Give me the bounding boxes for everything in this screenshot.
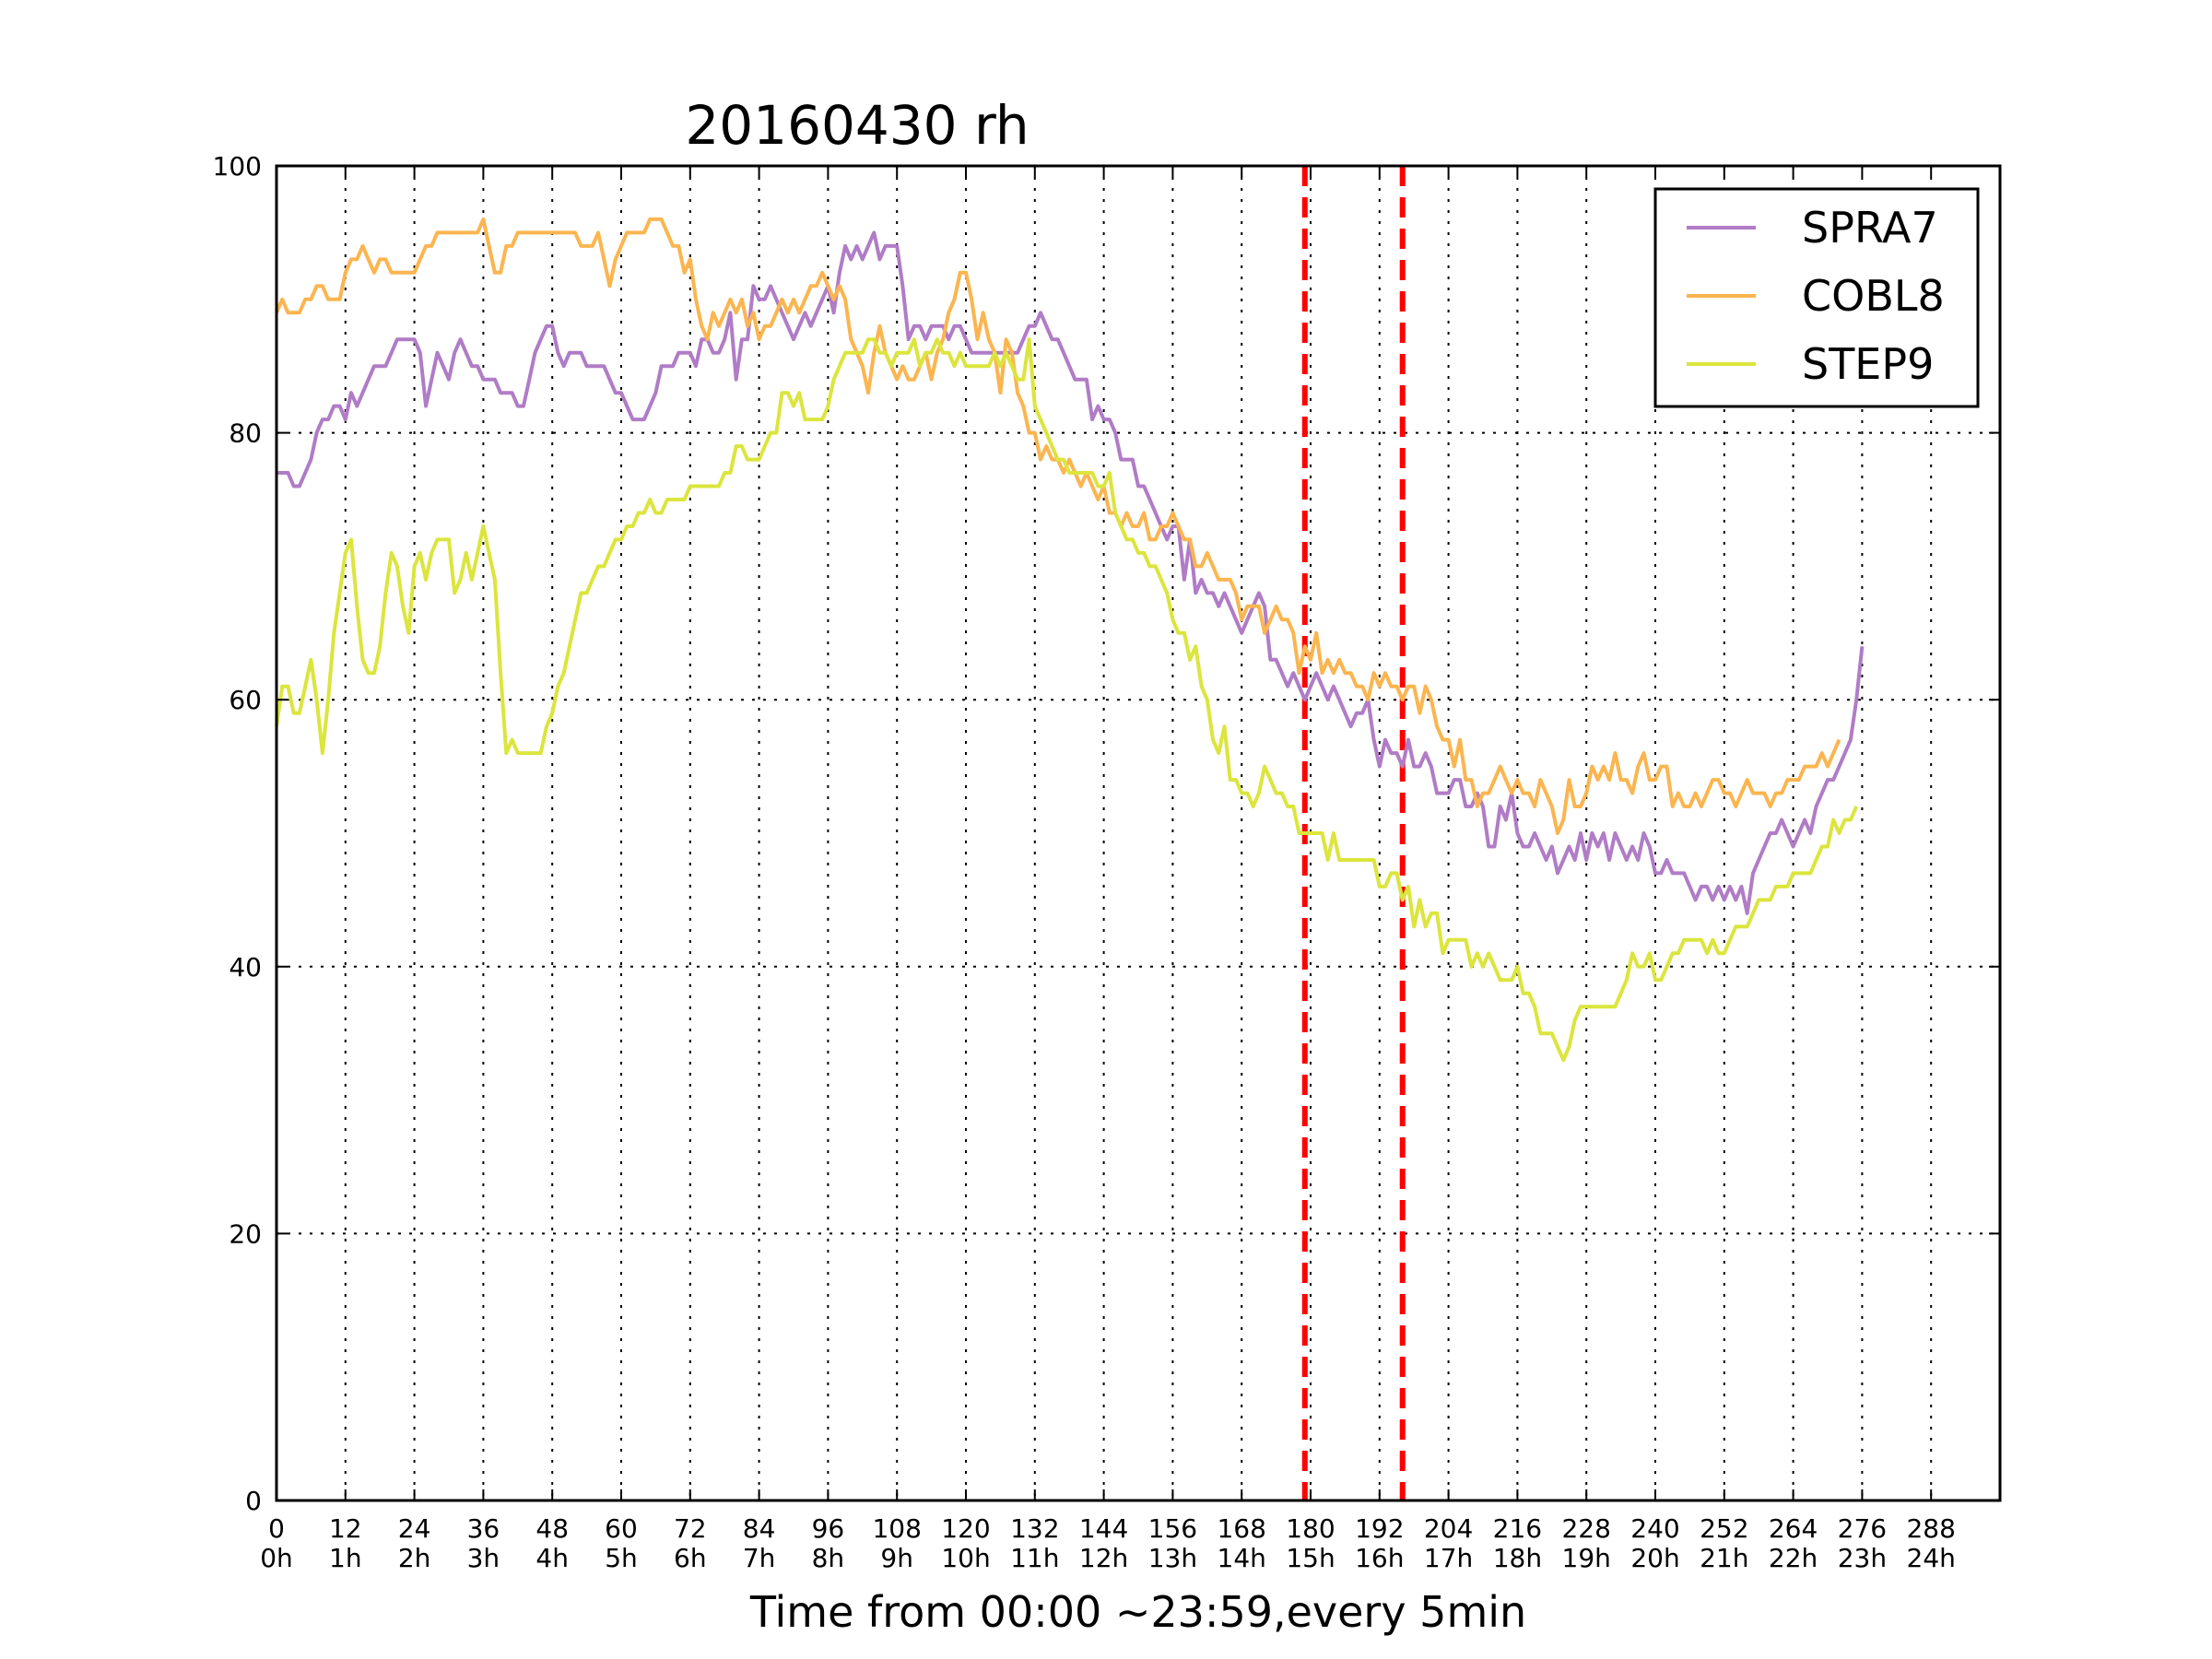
x-tick-label: 24 2h bbox=[398, 1513, 431, 1573]
legend-label-step9: STEP9 bbox=[1802, 339, 1934, 389]
y-tick-label: 80 bbox=[229, 418, 262, 449]
grid bbox=[276, 166, 2000, 1500]
y-tick-label: 40 bbox=[229, 952, 262, 982]
y-tick-label: 20 bbox=[229, 1218, 262, 1249]
x-tick-label: 204 17h bbox=[1424, 1513, 1473, 1573]
x-tick-label: 288 24h bbox=[1906, 1513, 1955, 1573]
x-tick-label: 240 20h bbox=[1630, 1513, 1679, 1573]
y-tick-label: 60 bbox=[229, 685, 262, 715]
x-tick-label: 276 23h bbox=[1838, 1513, 1887, 1573]
chart-title: 20160430 rh bbox=[685, 94, 1029, 157]
x-tick-label: 216 18h bbox=[1493, 1513, 1542, 1573]
series-line-step9 bbox=[275, 337, 1859, 1063]
legend-label-spra7: SPRA7 bbox=[1802, 203, 1938, 253]
plot-area-frame bbox=[275, 164, 2002, 1502]
x-tick-label: 180 15h bbox=[1286, 1513, 1335, 1573]
x-tick-label: 228 19h bbox=[1561, 1513, 1610, 1573]
y-tick-label: 0 bbox=[245, 1486, 262, 1516]
x-tick-label: 108 9h bbox=[872, 1513, 921, 1573]
x-tick-label: 264 22h bbox=[1769, 1513, 1818, 1573]
x-tick-label: 252 21h bbox=[1700, 1513, 1748, 1573]
x-tick-label: 156 13h bbox=[1148, 1513, 1197, 1573]
x-tick-label: 36 3h bbox=[467, 1513, 500, 1573]
x-tick-label: 120 10h bbox=[941, 1513, 990, 1573]
legend: SPRA7 COBL8 STEP9 bbox=[1653, 187, 1980, 408]
series-line-spra7 bbox=[276, 230, 1865, 915]
x-tick-label: 132 11h bbox=[1010, 1513, 1059, 1573]
axis-ticks: 0 0h 12 1h 24 2h 36 3h 48 4h 60 5h 72 6h 84 7h 96 8h 108 9h… bbox=[213, 151, 2000, 1573]
series-lines bbox=[275, 217, 1865, 1063]
x-axis-label: Time from 00:00 ~23:59,every 5min bbox=[749, 1587, 1526, 1637]
y-tick-label: 100 bbox=[213, 151, 262, 182]
x-tick-label: 48 4h bbox=[535, 1513, 569, 1573]
series-line-cobl8 bbox=[275, 217, 1841, 835]
x-tick-label: 0 0h bbox=[260, 1513, 293, 1573]
x-tick-label: 60 5h bbox=[605, 1513, 638, 1573]
x-tick-label: 84 7h bbox=[743, 1513, 776, 1573]
x-tick-label: 168 14h bbox=[1217, 1513, 1265, 1573]
x-tick-label: 144 12h bbox=[1079, 1513, 1128, 1573]
x-tick-label: 72 6h bbox=[674, 1513, 707, 1573]
x-tick-label: 96 8h bbox=[812, 1513, 845, 1573]
x-tick-label: 192 16h bbox=[1355, 1513, 1404, 1573]
x-tick-label: 12 1h bbox=[329, 1513, 362, 1573]
legend-label-cobl8: COBL8 bbox=[1802, 271, 1945, 321]
